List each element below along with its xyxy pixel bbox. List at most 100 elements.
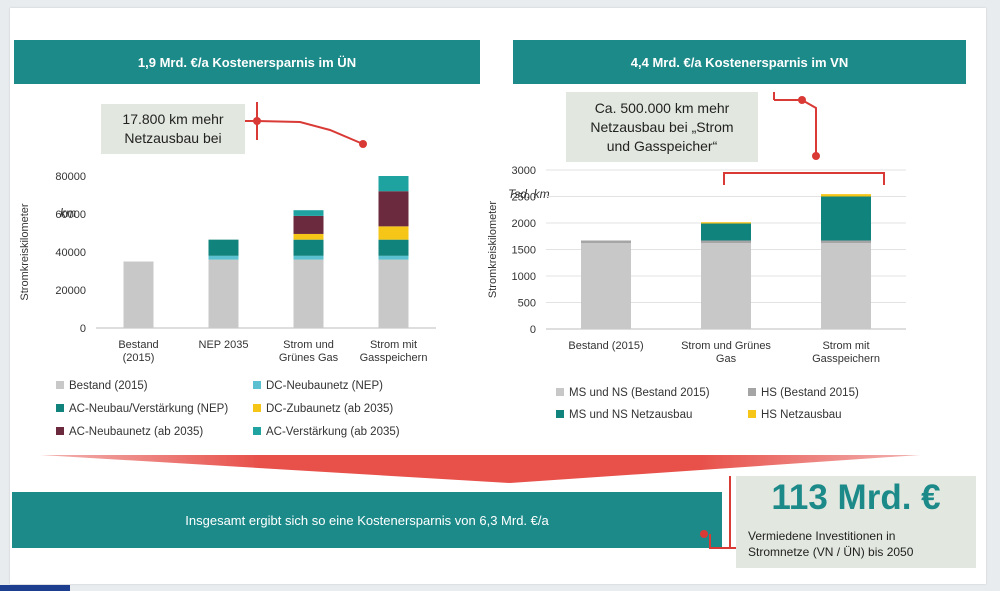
x-tick-label: Bestand (2015) [568, 340, 643, 352]
left-callout-line1: 17.800 km mehr [122, 111, 224, 127]
legend-swatch [253, 427, 261, 435]
bar-segment [208, 255, 239, 260]
right-callout-line3: und Gasspeicher“ [606, 137, 718, 154]
legend-swatch [56, 404, 64, 412]
y-axis-label: Stromkreiskilometer [19, 203, 31, 301]
left-legend-item-1: Bestand (2015) [56, 380, 148, 392]
summary-text: Insgesamt ergibt sich so eine Kostenersp… [185, 512, 549, 528]
legend-swatch [748, 388, 756, 396]
bar-segment [208, 239, 239, 256]
result-caption: Vermiedene Investitionen in Stromnetze (… [748, 528, 913, 560]
legend-swatch [556, 410, 564, 418]
left-legend-item-6: AC-Verstärkung (ab 2035) [253, 426, 400, 438]
legend-swatch [253, 381, 261, 389]
bar-segment [293, 215, 324, 234]
right-connector-dot-end [812, 152, 820, 160]
left-legend-item-5: AC-Neubaunetz (ab 2035) [56, 426, 203, 438]
right-legend-item-4: HS Netzausbau [748, 409, 842, 421]
bar-segment [821, 196, 871, 241]
x-tick-label: Strom und [283, 339, 334, 351]
y-tick-label: 2500 [512, 192, 536, 204]
bar-segment [821, 194, 871, 197]
result-value: 113 Mrd. € [771, 478, 941, 517]
unit-label: Tsd. km [508, 187, 550, 201]
x-tick-label: Strom mit [370, 339, 417, 351]
legend-swatch [56, 381, 64, 389]
x-tick-label: Strom und Grünes [681, 340, 771, 352]
x-tick-label: NEP 2035 [199, 339, 249, 351]
right-connector-dot-start [798, 96, 806, 104]
bar-segment [821, 243, 871, 329]
legend-swatch [56, 427, 64, 435]
right-callout-line1: Ca. 500.000 km mehr [594, 99, 730, 116]
bar-segment [378, 259, 409, 328]
left-banner-text: 1,9 Mrd. €/a Kostenersparnis im ÜN [137, 54, 357, 70]
y-tick-label: 40000 [55, 247, 86, 259]
bar-segment [581, 240, 631, 244]
bar-segment [293, 233, 324, 240]
y-tick-label: 1500 [512, 245, 536, 257]
y-tick-label: 1000 [512, 271, 536, 283]
down-arrow-shape [40, 455, 920, 483]
bar-segment [378, 191, 409, 227]
y-tick-label: 20000 [55, 285, 86, 297]
left-banner: 1,9 Mrd. €/a Kostenersparnis im ÜN [14, 40, 480, 84]
left-callout-note: 17.800 km mehr Netzausbau bei [101, 104, 245, 154]
right-legend-item-1: MS und NS (Bestand 2015) [556, 387, 710, 399]
bar-segment [701, 222, 751, 224]
bar-segment [208, 259, 239, 328]
right-chart: Stromkreiskilometer Tsd. km 0 500 1000 1500 20… [487, 165, 906, 365]
y-tick-label: 0 [530, 324, 536, 336]
legend-label: Bestand (2015) [69, 380, 148, 392]
right-connector-line [723, 92, 885, 185]
legend-label: HS (Bestand 2015) [761, 387, 859, 399]
bar-segment [293, 255, 324, 260]
bottom-connector-line [709, 476, 738, 549]
y-axis-label: Stromkreiskilometer [487, 201, 499, 299]
x-tick-label: Bestand [118, 339, 158, 351]
unit-label: km [60, 206, 76, 220]
bar-segment [293, 259, 324, 328]
right-callout-line2: Netzausbau bei „Strom [590, 118, 734, 135]
legend-label: AC-Verstärkung (ab 2035) [266, 426, 400, 438]
y-tick-label: 500 [518, 298, 536, 310]
left-legend-item-4: DC-Zubaunetz (ab 2035) [253, 403, 393, 415]
legend-swatch [556, 388, 564, 396]
result-caption-line1: Vermiedene Investitionen in [748, 529, 896, 543]
result-caption-line2: Stromnetze (VN / ÜN) bis 2050 [748, 545, 914, 559]
legend-label: HS Netzausbau [761, 409, 842, 421]
right-banner: 4,4 Mrd. €/a Kostenersparnis im VN [513, 40, 966, 84]
legend-label: DC-Neubaunetz (NEP) [266, 380, 383, 392]
bar-segment [293, 210, 324, 216]
bar-segment [701, 243, 751, 329]
corner-mark [0, 585, 70, 591]
bottom-connector-dot [700, 530, 708, 538]
bar-segment [293, 239, 324, 256]
bar-segment [581, 243, 631, 329]
legend-swatch [748, 410, 756, 418]
x-tick-label: Gasspeichern [360, 352, 428, 364]
right-callout-note: Ca. 500.000 km mehr Netzausbau bei „Stro… [566, 92, 758, 162]
bar-segment [378, 255, 409, 260]
right-legend-item-3: MS und NS Netzausbau [556, 409, 692, 421]
legend-label: MS und NS Netzausbau [569, 409, 693, 421]
right-callout-connector [723, 92, 885, 185]
legend-label: AC-Neubaunetz (ab 2035) [69, 426, 204, 438]
legend-label: DC-Zubaunetz (ab 2035) [266, 403, 394, 415]
legend-label: MS und NS (Bestand 2015) [569, 387, 710, 399]
x-tick-label: Gasspeichern [812, 353, 880, 365]
left-connector-dot-start [253, 117, 261, 125]
left-legend-item-3: AC-Neubau/Verstärkung (NEP) [56, 403, 228, 415]
bar-segment [378, 226, 409, 240]
y-tick-label: 3000 [512, 165, 536, 177]
y-tick-label: 80000 [55, 171, 86, 183]
bar-segment [378, 239, 409, 256]
down-arrow [40, 455, 920, 483]
left-chart: Stromkreiskilometer km 0 20000 40000 60000 800… [19, 171, 436, 364]
y-tick-label: 2000 [512, 218, 536, 230]
bar-segment [701, 223, 751, 241]
x-tick-label: (2015) [123, 352, 155, 364]
bar-segment [701, 240, 751, 244]
right-banner-text: 4,4 Mrd. €/a Kostenersparnis im VN [630, 54, 849, 70]
x-tick-label: Grünes Gas [279, 352, 339, 364]
